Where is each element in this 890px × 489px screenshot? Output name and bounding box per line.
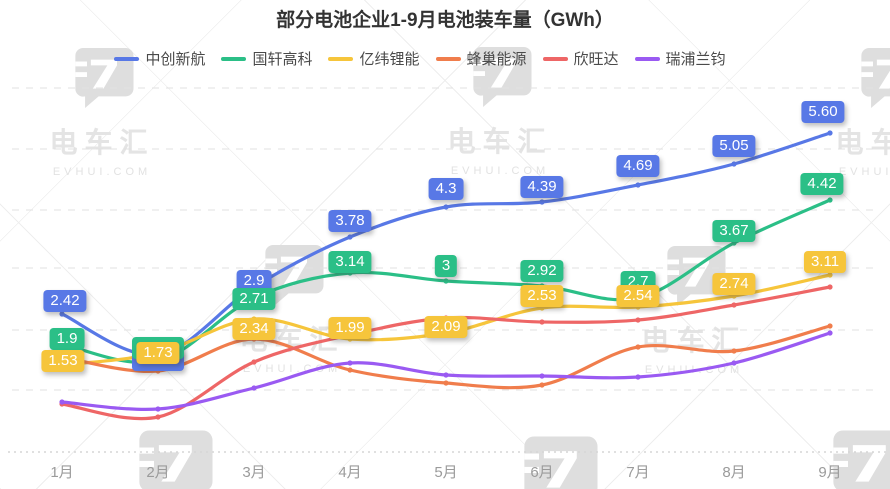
data-point [539, 382, 545, 388]
data-point [635, 344, 641, 350]
data-point [635, 317, 641, 323]
data-point [59, 399, 65, 405]
series-line-瑞浦兰钧 [60, 331, 832, 411]
data-point [59, 354, 65, 360]
legend-item-瑞浦兰钧[interactable]: 瑞浦兰钧 [634, 48, 726, 69]
data-point [155, 406, 161, 412]
legend: 中创新航 国轩高科 亿纬锂能 蜂巢能源 欣旺达 瑞浦兰钧 [0, 48, 865, 69]
data-point [827, 330, 833, 336]
data-point [251, 316, 257, 322]
data-point [443, 315, 449, 321]
legend-line-swatch [435, 56, 461, 61]
legend-label: 国轩高科 [252, 51, 313, 68]
data-point [827, 130, 833, 136]
data-point [635, 304, 641, 310]
data-point [539, 305, 545, 311]
data-point [827, 323, 833, 329]
data-point [251, 385, 257, 391]
chart-title: 部分电池企业1-9月电池装车量（GWh） [276, 10, 614, 31]
data-point [155, 350, 161, 356]
data-point [347, 234, 353, 240]
data-point [539, 373, 545, 379]
data-point [539, 319, 545, 325]
data-point [635, 374, 641, 380]
data-point [731, 240, 737, 246]
legend-label: 瑞浦兰钧 [665, 51, 726, 68]
legend-item-欣旺达[interactable]: 欣旺达 [542, 48, 619, 69]
data-point [251, 359, 257, 365]
legend-line-swatch [221, 56, 247, 61]
data-point [731, 348, 737, 354]
data-point [731, 360, 737, 366]
data-point [827, 284, 833, 290]
data-point [347, 332, 353, 338]
data-point [251, 284, 257, 290]
data-point [347, 270, 353, 276]
legend-line-swatch [542, 56, 568, 61]
data-point [443, 278, 449, 284]
data-point [347, 360, 353, 366]
data-point [443, 372, 449, 378]
data-point [59, 341, 65, 347]
legend-item-蜂巢能源[interactable]: 蜂巢能源 [435, 48, 527, 69]
data-point [539, 283, 545, 289]
data-point [251, 336, 257, 342]
legend-item-国轩高科[interactable]: 国轩高科 [221, 48, 312, 69]
data-point [155, 414, 161, 420]
legend-item-亿纬锂能[interactable]: 亿纬锂能 [328, 48, 420, 69]
data-point [731, 293, 737, 299]
data-point [59, 311, 65, 317]
data-point [635, 182, 641, 188]
data-point [731, 161, 737, 167]
legend-label: 蜂巢能源 [466, 51, 527, 68]
legend-label: 亿纬锂能 [359, 51, 420, 68]
legend-line-swatch [634, 56, 660, 61]
data-point [443, 204, 449, 210]
data-point [827, 197, 833, 203]
legend-item-中创新航[interactable]: 中创新航 [114, 48, 205, 69]
data-point [635, 295, 641, 301]
legend-line-swatch [114, 56, 140, 61]
legend-label: 欣旺达 [573, 51, 619, 68]
data-point [155, 368, 161, 374]
data-point [155, 358, 161, 364]
data-point [827, 272, 833, 278]
series-line-中创新航 [60, 131, 832, 357]
data-point [731, 302, 737, 308]
data-point [443, 330, 449, 336]
data-point [59, 362, 65, 368]
data-point [539, 199, 545, 205]
data-point [347, 367, 353, 373]
data-point [443, 380, 449, 386]
legend-line-swatch [328, 56, 354, 61]
data-point [251, 295, 257, 301]
legend-label: 中创新航 [145, 51, 206, 68]
